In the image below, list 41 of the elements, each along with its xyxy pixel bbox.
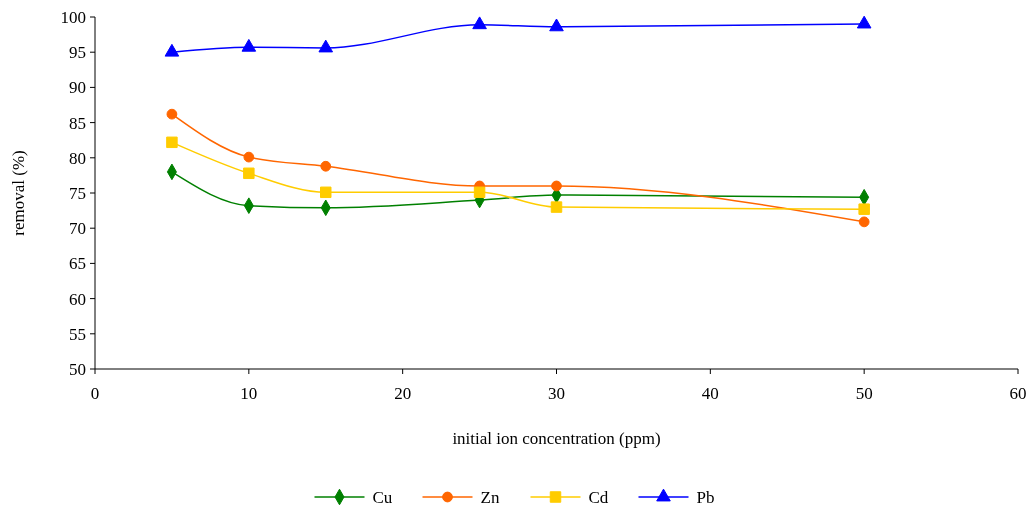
y-tick-label: 85 bbox=[69, 113, 86, 133]
y-tick-label: 90 bbox=[69, 78, 86, 98]
y-tick-label: 60 bbox=[69, 289, 86, 309]
point bbox=[320, 186, 332, 199]
legend-label: Zn bbox=[480, 487, 500, 507]
point bbox=[550, 201, 563, 213]
legend-label: Cu bbox=[372, 487, 393, 507]
point bbox=[551, 180, 562, 192]
point bbox=[858, 216, 870, 228]
y-axis-title: removal (%) bbox=[9, 150, 28, 236]
legend-label: Pb bbox=[696, 487, 715, 507]
point bbox=[164, 43, 180, 57]
point bbox=[473, 186, 486, 199]
x-tick-label: 20 bbox=[394, 384, 412, 403]
y-tick-label: 70 bbox=[69, 219, 86, 239]
x-tick-label: 50 bbox=[855, 384, 873, 403]
legend-label: Cd bbox=[588, 487, 609, 507]
y-tick-label: 95 bbox=[69, 43, 86, 63]
x-tick-label: 10 bbox=[240, 384, 258, 403]
x-tick-label: 0 bbox=[90, 384, 100, 403]
point bbox=[166, 108, 178, 120]
point bbox=[166, 136, 178, 149]
y-tick-label: 50 bbox=[69, 359, 86, 379]
y-tick-label: 75 bbox=[69, 183, 86, 203]
point bbox=[241, 38, 257, 52]
y-tick-label: 100 bbox=[60, 7, 86, 27]
x-tick-label: 30 bbox=[548, 384, 565, 403]
x-tick-label: 40 bbox=[701, 384, 719, 403]
point bbox=[243, 151, 255, 163]
x-tick-label: 60 bbox=[1009, 384, 1027, 403]
y-tick-label: 55 bbox=[69, 324, 86, 344]
y-tick-label: 80 bbox=[69, 148, 86, 168]
x-axis-title: initial ion concentration (ppm) bbox=[452, 429, 661, 448]
point bbox=[320, 160, 332, 172]
y-tick-label: 65 bbox=[69, 254, 86, 274]
point bbox=[318, 39, 334, 53]
point bbox=[472, 16, 487, 30]
point bbox=[856, 15, 872, 29]
point bbox=[549, 18, 564, 32]
point bbox=[243, 167, 255, 180]
point bbox=[858, 203, 870, 215]
